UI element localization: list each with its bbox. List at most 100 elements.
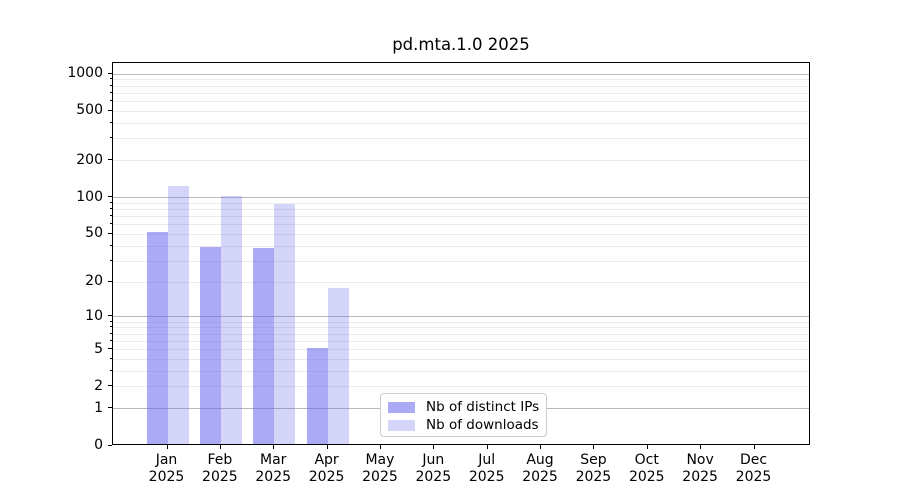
y-minor-tick [109,332,112,334]
minor-gridline [113,79,809,81]
bar-distinct-ips [199,246,221,444]
y-tick-label: 5 [94,340,103,357]
y-minor-tick [109,208,112,210]
minor-gridline [113,370,809,372]
bar-distinct-ips [306,347,328,444]
y-minor-tick [109,91,112,93]
y-tick-label: 50 [85,225,103,242]
y-tick [107,109,112,111]
minor-gridline [113,386,809,388]
y-minor-tick [109,84,112,86]
minor-gridline [113,333,809,335]
x-tick-label: Nov 2025 [682,452,718,485]
x-tick-label: Aug 2025 [522,452,558,485]
minor-gridline [113,85,809,87]
y-tick [107,72,112,74]
y-minor-tick [109,201,112,203]
y-tick-label: 20 [85,273,103,290]
chart-title: pd.mta.1.0 2025 [392,35,530,54]
y-tick-label: 100 [76,188,103,205]
y-tick-label: 200 [76,151,103,168]
x-tick-label: Mar 2025 [255,452,292,485]
x-tick-label: Jan 2025 [148,452,185,485]
legend: Nb of distinct IPs Nb of downloads [380,393,547,437]
major-gridline [113,197,809,199]
y-tick [107,196,112,198]
major-gridline [113,316,809,318]
y-tick-label: 2 [94,377,103,394]
y-tick-label: 0 [94,437,103,453]
y-minor-tick [109,357,112,359]
x-tick [433,445,435,449]
x-tick [219,445,221,449]
bar-downloads [274,204,296,444]
y-tick-label: 10 [85,307,103,324]
x-tick-label: May 2025 [362,452,398,485]
y-tick-label: 500 [76,102,103,119]
distinct-ips-swatch [388,401,415,413]
minor-gridline [113,209,809,211]
x-tick [700,445,702,449]
x-tick-label: Sep 2025 [575,452,612,485]
legend-item-distinct-ips: Nb of distinct IPs [381,398,546,416]
minor-gridline [113,245,809,247]
x-tick-label: Oct 2025 [628,452,665,485]
minor-gridline [113,349,809,351]
bar-downloads [167,185,189,444]
x-tick-label: Feb 2025 [202,452,238,485]
downloads-swatch [388,419,415,431]
x-tick [646,445,648,449]
x-tick-label: Jun 2025 [415,452,452,485]
y-tick [107,385,112,387]
y-tick [107,315,112,317]
minor-gridline [113,327,809,329]
y-minor-tick [109,244,112,246]
minor-gridline [113,101,809,103]
plot-area: Nb of distinct IPs Nb of downloads [112,62,810,445]
x-tick-label: Apr 2025 [308,452,345,485]
minor-gridline [113,202,809,204]
x-tick [166,445,168,449]
legend-item-downloads: Nb of downloads [381,416,546,434]
minor-gridline [113,216,809,218]
minor-gridline [113,260,809,262]
x-tick [379,445,381,449]
bar-distinct-ips [253,248,275,444]
x-tick [753,445,755,449]
y-minor-tick [109,121,112,123]
minor-gridline [113,92,809,94]
y-minor-tick [109,320,112,322]
y-minor-tick [109,326,112,328]
minor-gridline [113,224,809,226]
minor-gridline [113,358,809,360]
bar-distinct-ips [146,232,168,444]
y-tick [107,348,112,350]
minor-gridline [113,281,809,283]
y-tick [107,280,112,282]
x-tick [486,445,488,449]
y-minor-tick [109,78,112,80]
bar-downloads [220,195,242,444]
y-tick [107,444,112,446]
minor-gridline [113,321,809,323]
y-minor-tick [109,369,112,371]
minor-gridline [113,122,809,124]
y-tick [107,407,112,409]
x-tick [273,445,275,449]
y-tick [107,232,112,234]
minor-gridline [113,110,809,112]
x-tick-label: Dec 2025 [735,452,772,485]
y-minor-tick [109,259,112,261]
x-tick [326,445,328,449]
minor-gridline [113,233,809,235]
x-tick [540,445,542,449]
legend-label: Nb of distinct IPs [426,399,540,415]
x-tick-label: Jul 2025 [468,452,505,485]
y-minor-tick [109,137,112,139]
y-tick [107,159,112,161]
minor-gridline [113,138,809,140]
legend-label: Nb of downloads [426,417,539,433]
y-minor-tick [109,339,112,341]
minor-gridline [113,340,809,342]
